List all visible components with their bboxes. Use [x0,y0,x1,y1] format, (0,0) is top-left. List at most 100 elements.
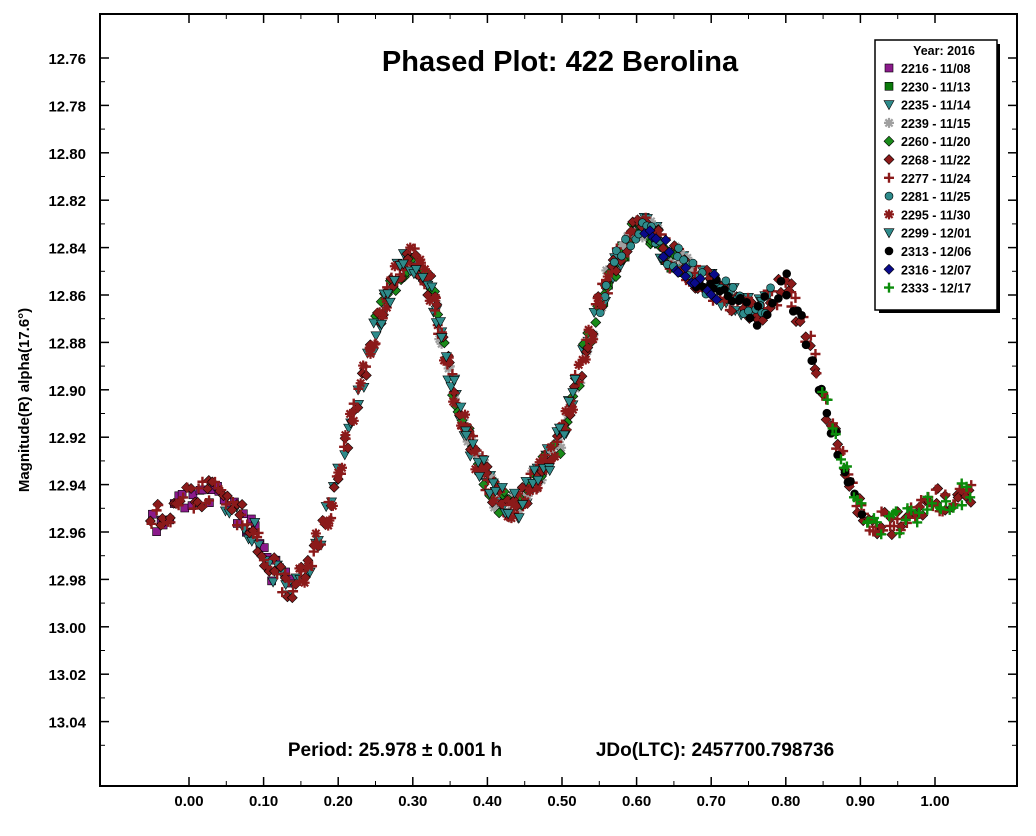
data-point-plus [178,492,189,503]
data-point-circle [742,297,751,307]
data-point-triangle [883,228,895,239]
data-point-diamond [883,135,895,147]
data-point-plus [966,480,977,491]
data-point-plus [841,461,852,472]
data-point-circle [774,294,783,303]
period-annotation: Period: 25.978 ± 0.001 h [288,740,502,761]
data-point-star [476,462,487,473]
data-point-plus [277,587,288,598]
x-tick-label: 0.70 [697,793,726,810]
data-point-diamond [883,263,895,275]
data-point-star [547,446,558,457]
data-point-triangle [467,439,479,450]
legend-entry: 2299 - 12/01 [883,227,971,241]
data-point-star [522,490,533,501]
data-point-triangle [370,331,382,342]
x-tick-label: 0.60 [622,793,651,810]
legend-entry: 2260 - 11/20 [883,135,971,149]
legend-shadow-bottom [879,310,1000,313]
data-point-triangle [517,500,529,511]
data-point-star [294,563,305,574]
legend-entry-label: 2277 - 11/24 [901,172,971,186]
data-point-circle [728,283,738,292]
data-point-star [545,442,556,453]
data-point-circle [688,258,698,268]
data-point-star [556,442,567,453]
data-point-star [424,295,435,306]
data-point-star [469,446,480,457]
data-point-plus [935,504,946,515]
axes-layer: 0.00 0.10 0.20 0.30 0.40 0.50 0.60 0.70 0.80 0.90… [48,14,1017,810]
data-point-star [508,499,519,510]
y-axis-label: Magnitude(R) alpha(17.6°) [16,308,33,492]
data-point-plus [258,555,269,566]
data-point-star [460,409,471,420]
data-point-star [310,528,321,539]
y-tick-label: 13.02 [48,667,86,684]
legend-entry: 2216 - 11/08 [884,62,971,76]
legend-entry: 2333 - 12/17 [884,282,971,296]
data-point-plus [235,509,246,520]
legend-entry-label: 2216 - 11/08 [901,62,971,76]
data-point-star [580,354,591,365]
data-point-plus [884,172,894,183]
data-point-triangle [384,297,396,308]
data-point-plus [197,476,208,487]
y-tick-label: 12.92 [48,430,86,447]
data-point-star [601,265,612,276]
data-point-plus [280,568,291,579]
data-point-circle [762,310,772,320]
data-point-circle [857,510,867,519]
chart-title: Phased Plot: 422 Berolina [382,46,739,78]
data-point-diamond [680,270,691,282]
data-point-triangle [554,423,566,434]
legend-title: Year: 2016 [913,44,975,58]
data-point-circle [752,321,762,330]
data-point-triangle [448,376,460,387]
data-point-star [513,505,524,516]
data-point-plus [221,499,232,510]
data-point-plus [956,500,967,511]
data-point-plus [173,500,184,511]
data-point-triangle [253,540,265,551]
y-tick-label: 13.04 [48,715,86,732]
data-point-triangle [489,487,501,497]
data-point-star [299,577,310,588]
data-point-star [365,348,376,359]
data-point-circle [611,246,621,256]
data-point-star [355,378,366,389]
data-point-plus [227,497,238,508]
data-point-triangle [426,282,438,293]
data-point-triangle [388,276,400,287]
data-point-plus [894,528,905,539]
data-point-triangle [502,509,514,520]
legend-entry-label: 2235 - 11/14 [901,99,971,113]
x-tick-label: 0.40 [473,793,502,810]
legend-entry: 2230 - 11/13 [884,80,971,94]
data-point-plus [863,516,874,527]
data-point-triangle [569,374,581,385]
data-point-star [595,299,606,310]
legend-shadow [997,44,1000,313]
data-point-triangle [455,402,467,413]
data-point-triangle [249,518,261,529]
data-point-star [884,117,894,128]
data-point-diamond [660,234,672,246]
data-point-plus [811,368,822,379]
data-point-plus [724,305,735,316]
data-point-star [336,462,347,473]
data-point-plus [836,454,847,465]
data-point-triangle [473,472,485,483]
data-point-circle [822,408,832,418]
data-point-star [438,355,449,366]
data-point-plus [146,518,157,529]
data-point-plus [269,553,280,564]
data-point-triangle [397,259,409,270]
legend-entry: 2277 - 11/24 [884,172,971,186]
data-point-plus [188,503,199,514]
data-point-plus [930,484,941,495]
data-point-diamond [221,490,233,502]
data-point-triangle [527,479,539,489]
data-point-diamond [694,273,706,285]
